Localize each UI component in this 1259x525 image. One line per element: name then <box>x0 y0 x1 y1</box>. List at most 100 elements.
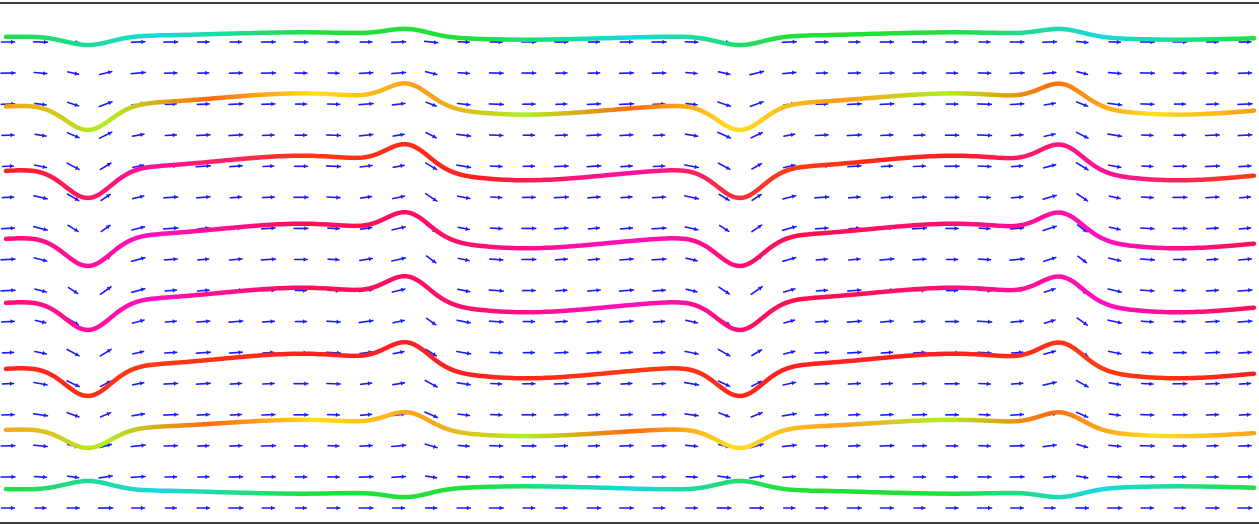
vector-arrow <box>652 288 667 293</box>
vector-arrow <box>1075 162 1089 171</box>
vector-arrow <box>944 412 960 417</box>
vector-arrow <box>391 101 406 106</box>
vector-arrow <box>750 285 763 296</box>
vector-arrow <box>1237 505 1253 511</box>
vector-arrow <box>522 164 536 169</box>
vector-arrow <box>425 131 438 139</box>
vector-arrow <box>100 193 111 202</box>
vector-arrow <box>293 164 309 169</box>
vector-arrow <box>293 443 309 449</box>
vector-arrow <box>554 132 569 138</box>
vector-arrow <box>652 381 667 386</box>
vector-arrow <box>1173 319 1187 324</box>
vector-arrow <box>325 164 342 169</box>
vector-arrow <box>586 319 602 324</box>
vector-arrow <box>815 474 829 480</box>
vector-arrow <box>879 101 895 107</box>
vector-arrow <box>1009 474 1025 480</box>
vector-arrow <box>718 412 731 418</box>
vector-arrow <box>978 226 991 231</box>
vector-arrow <box>195 132 211 138</box>
vector-arrow <box>846 319 863 324</box>
vector-arrow <box>163 412 179 417</box>
vector-arrow <box>880 194 894 200</box>
vector-arrow <box>196 412 211 417</box>
vector-arrow <box>1043 101 1056 106</box>
vector-arrow <box>33 257 48 263</box>
vector-arrow <box>1108 164 1122 169</box>
vector-arrow <box>358 474 374 480</box>
vector-arrow <box>0 443 16 448</box>
vector-arrow <box>0 319 15 324</box>
vector-arrow <box>814 319 829 324</box>
vector-arrow <box>196 39 210 45</box>
vector-arrow <box>1042 380 1057 387</box>
vector-arrow <box>586 505 602 511</box>
vector-arrow <box>945 257 959 262</box>
vector-arrow <box>1 195 15 200</box>
vector-arrow <box>163 70 178 76</box>
vector-arrow <box>1107 71 1122 76</box>
vector-arrow <box>587 443 601 449</box>
vector-arrow <box>553 163 569 169</box>
vector-arrow <box>716 505 732 511</box>
vector-arrow <box>392 350 405 355</box>
vector-arrow <box>130 287 146 294</box>
vector-arrow <box>1076 317 1089 327</box>
vector-arrow <box>1206 257 1219 262</box>
vector-arrow <box>0 39 16 45</box>
vector-arrow <box>97 505 114 511</box>
vector-arrow <box>1141 350 1154 355</box>
vector-arrow <box>1172 381 1188 386</box>
vector-arrow <box>392 132 405 138</box>
vector-arrow <box>750 131 764 139</box>
vector-arrow <box>976 505 993 511</box>
vector-arrow <box>33 381 48 387</box>
vector-arrow <box>945 505 959 511</box>
vector-arrow <box>1107 505 1123 511</box>
vector-arrow <box>1206 474 1219 480</box>
vector-arrow <box>847 257 861 262</box>
vector-arrow <box>1205 288 1220 293</box>
vector-arrow <box>489 412 503 418</box>
vector-arrow <box>229 194 243 200</box>
vector-arrow <box>195 194 211 200</box>
vector-arrow <box>358 256 374 262</box>
vector-arrow <box>554 505 568 511</box>
vector-arrow <box>912 381 927 386</box>
vector-arrow <box>555 101 568 107</box>
vector-arrow <box>521 101 536 107</box>
vector-arrow <box>327 257 340 262</box>
vector-arrow <box>196 505 211 511</box>
vector-arrow <box>751 380 763 388</box>
vector-arrow <box>976 102 993 107</box>
vector-arrow <box>619 257 634 262</box>
vector-arrow <box>717 101 732 108</box>
vector-arrow <box>684 443 699 449</box>
vector-arrow <box>0 257 16 262</box>
vector-arrow <box>1205 226 1219 231</box>
vector-arrow <box>98 70 113 76</box>
vector-arrow <box>880 412 894 417</box>
vector-arrow <box>619 226 634 231</box>
vector-arrow <box>618 288 635 293</box>
vector-arrow <box>685 257 698 263</box>
vector-arrow <box>131 318 145 324</box>
vector-arrow <box>944 195 960 200</box>
vector-arrow <box>32 225 49 232</box>
vector-arrow <box>751 348 763 357</box>
vector-arrow <box>67 286 79 295</box>
vector-arrow <box>587 412 601 417</box>
vector-arrow <box>424 192 438 202</box>
vector-arrow <box>815 505 829 511</box>
vector-arrow <box>1141 164 1154 169</box>
streamlines <box>3 26 1257 500</box>
vector-arrow <box>67 224 79 233</box>
vector-arrow <box>619 350 634 355</box>
vector-arrow <box>392 381 406 386</box>
vector-arrow <box>911 194 928 200</box>
vector-arrow <box>912 257 927 262</box>
vector-arrow <box>945 474 959 480</box>
vector-arrow <box>912 70 927 76</box>
